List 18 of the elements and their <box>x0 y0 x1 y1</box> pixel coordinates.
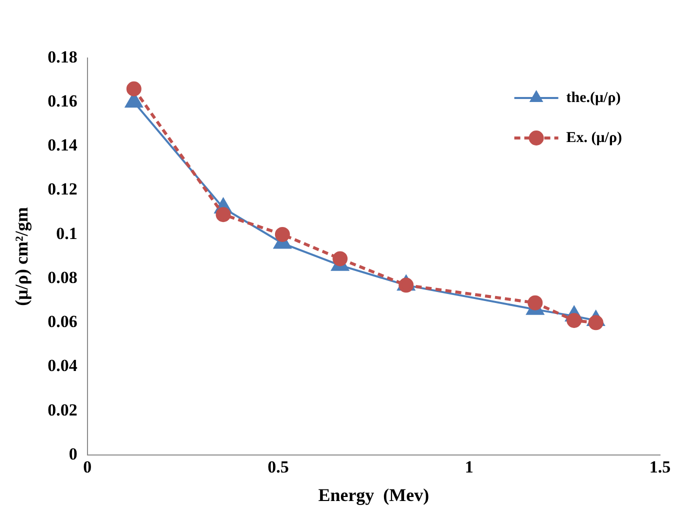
legend-label: the.(μ/ρ) <box>566 90 621 106</box>
y-tick-label: 0.12 <box>48 180 78 199</box>
x-tick-label: 1 <box>464 458 474 477</box>
y-tick-label: 0.18 <box>48 47 78 66</box>
y-tick-label: 0.16 <box>48 92 78 110</box>
y-tick-label: 0 <box>68 444 78 464</box>
x-tick-label: 0.5 <box>268 458 289 477</box>
y-tick-label: 0.06 <box>48 312 78 332</box>
y-tick-label: 0.1 <box>56 224 78 243</box>
x-axis-title: Energy (Mev) <box>318 484 430 505</box>
x-tick-label: 0 <box>83 458 92 477</box>
legend-label: Ex. (μ/ρ) <box>566 130 622 146</box>
y-tick-label: 0.02 <box>48 400 78 420</box>
y-tick-label: 0.08 <box>48 268 78 287</box>
y-tick-label: 0.14 <box>48 136 78 155</box>
y-tick-label: 0.04 <box>48 356 78 376</box>
x-tick-label: 1.5 <box>649 458 671 477</box>
y-axis-title: (μ/ρ) cm²/gm <box>11 207 32 306</box>
